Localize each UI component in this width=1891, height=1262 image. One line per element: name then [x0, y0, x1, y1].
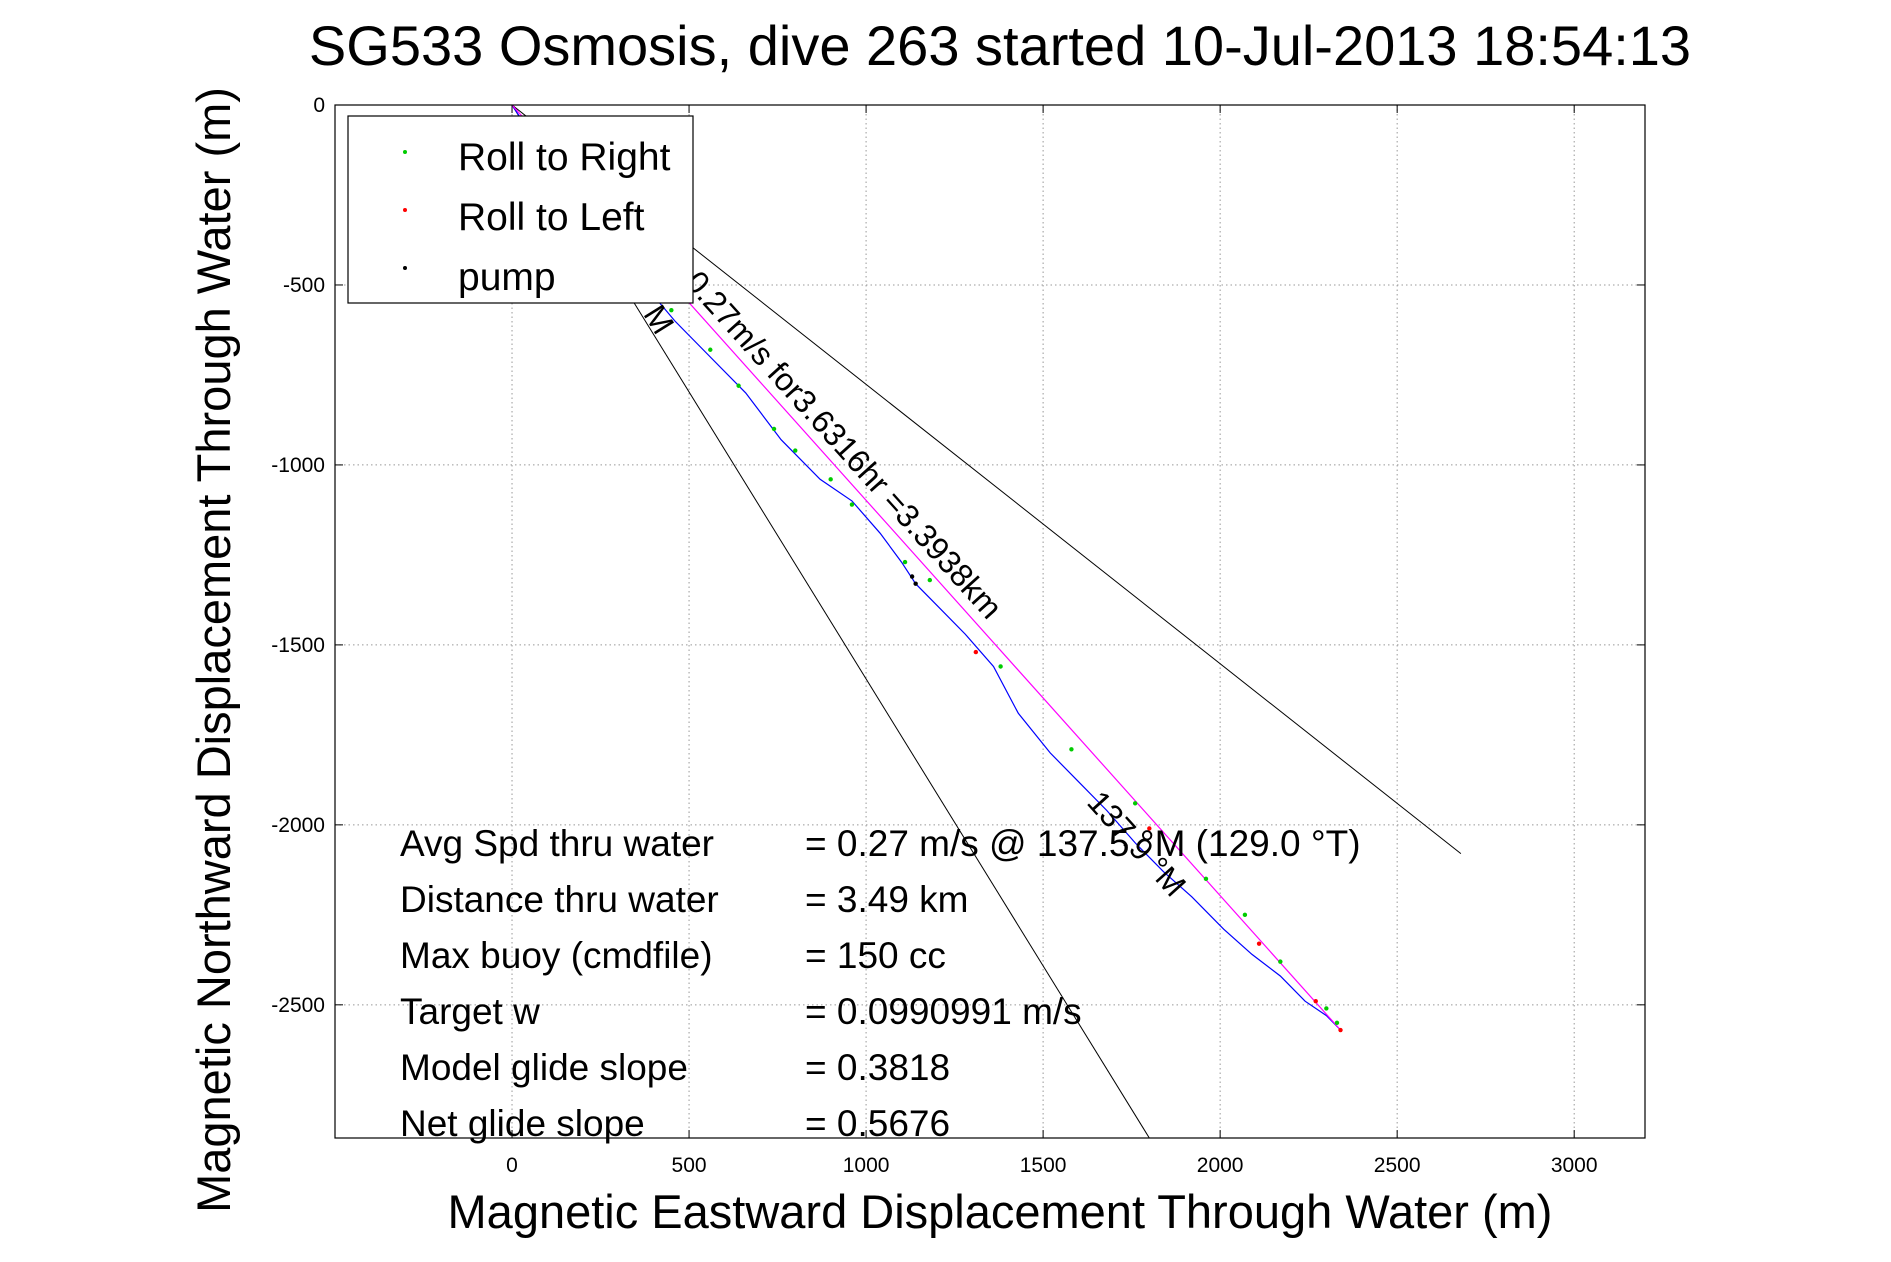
- x-tick-label: 3000: [1551, 1154, 1598, 1177]
- stat-label: Target w: [400, 991, 540, 1032]
- roll-right-point: [793, 448, 798, 453]
- roll-right-point: [1278, 959, 1283, 964]
- roll-left-point: [1256, 941, 1262, 946]
- stat-label: Max buoy (cmdfile): [400, 935, 713, 976]
- legend-label-roll-right: Roll to Right: [458, 136, 671, 179]
- roll-left-point: [1147, 826, 1152, 831]
- stat-value: = 0.5676: [805, 1103, 950, 1144]
- roll-right-point: [902, 559, 908, 565]
- stat-value: = 3.49 km: [805, 879, 969, 920]
- x-tick-label: 0: [506, 1154, 518, 1177]
- x-tick-label: 1500: [1020, 1154, 1067, 1177]
- axes-box: [334, 104, 1646, 1139]
- chart-title: SG533 Osmosis, dive 263 started 10-Jul-2…: [309, 14, 1691, 77]
- stat-label: Avg Spd thru water: [400, 823, 714, 864]
- legend-marker-roll-left: [403, 208, 407, 212]
- y-tick-label: -1500: [271, 634, 325, 657]
- legend: Roll to Right Roll to Left pump: [347, 115, 694, 304]
- roll-right-point: [1242, 912, 1248, 918]
- stats-block: Avg Spd thru water = 0.27 m/s @ 137.5 °M…: [400, 823, 1361, 1144]
- roll-left-point: [1313, 999, 1318, 1004]
- roll-right-point: [1324, 1006, 1329, 1011]
- legend-marker-pump: [403, 266, 407, 270]
- x-tick-label: 2500: [1374, 1154, 1421, 1177]
- roll-right-point: [1334, 1020, 1340, 1026]
- axis-ticks: 0 500 1000 1500 2000 2500 3000 0 -500 -1000 -1500 -…: [271, 94, 1645, 1177]
- pump-point: [909, 574, 915, 579]
- stat-label: Distance thru water: [400, 879, 719, 920]
- y-tick-label: 0: [313, 94, 325, 117]
- roll-right-point: [849, 502, 855, 507]
- x-tick-label: 500: [672, 1154, 707, 1177]
- legend-label-roll-left: Roll to Left: [458, 196, 645, 239]
- y-tick-label: -2500: [271, 994, 325, 1017]
- roll-right-point: [736, 383, 741, 388]
- y-tick-label: -2000: [271, 814, 325, 837]
- roll-right-point: [708, 347, 713, 352]
- stat-value: = 150 cc: [805, 935, 946, 976]
- roll-right-point: [669, 307, 674, 313]
- stat-label: Model glide slope: [400, 1047, 688, 1088]
- roll-right-point: [771, 426, 777, 432]
- x-tick-label: 1000: [843, 1154, 890, 1177]
- roll-right-point: [927, 577, 933, 583]
- stat-label: Net glide slope: [400, 1103, 645, 1144]
- pump-point: [913, 581, 918, 586]
- roll-right-point: [1132, 801, 1138, 806]
- roll-right-point: [828, 477, 833, 482]
- stat-value: = 0.0990991 m/s: [805, 991, 1082, 1032]
- track-annotation: 0.27m/s for3.6316hr =3.3938km: [678, 264, 1009, 626]
- roll-right-point: [998, 664, 1003, 669]
- stat-value: = 0.3818: [805, 1047, 950, 1088]
- y-axis-label: Magnetic Northward Displacement Through …: [187, 87, 240, 1213]
- roll-left-point: [973, 649, 979, 655]
- legend-label-pump: pump: [458, 256, 556, 299]
- x-tick-label: 2000: [1197, 1154, 1244, 1177]
- x-axis-label: Magnetic Eastward Displacement Through W…: [448, 1185, 1553, 1238]
- y-tick-label: -1000: [271, 454, 325, 477]
- roll-left-point: [1338, 1027, 1343, 1033]
- stat-value: = 0.27 m/s @ 137.5 °M (129.0 °T): [805, 823, 1361, 864]
- y-tick-label: -500: [283, 274, 325, 297]
- series-line-track: [511, 105, 1341, 1031]
- roll-right-point: [1203, 876, 1209, 882]
- legend-marker-roll-right: [403, 150, 407, 154]
- roll-right-point: [1069, 747, 1074, 752]
